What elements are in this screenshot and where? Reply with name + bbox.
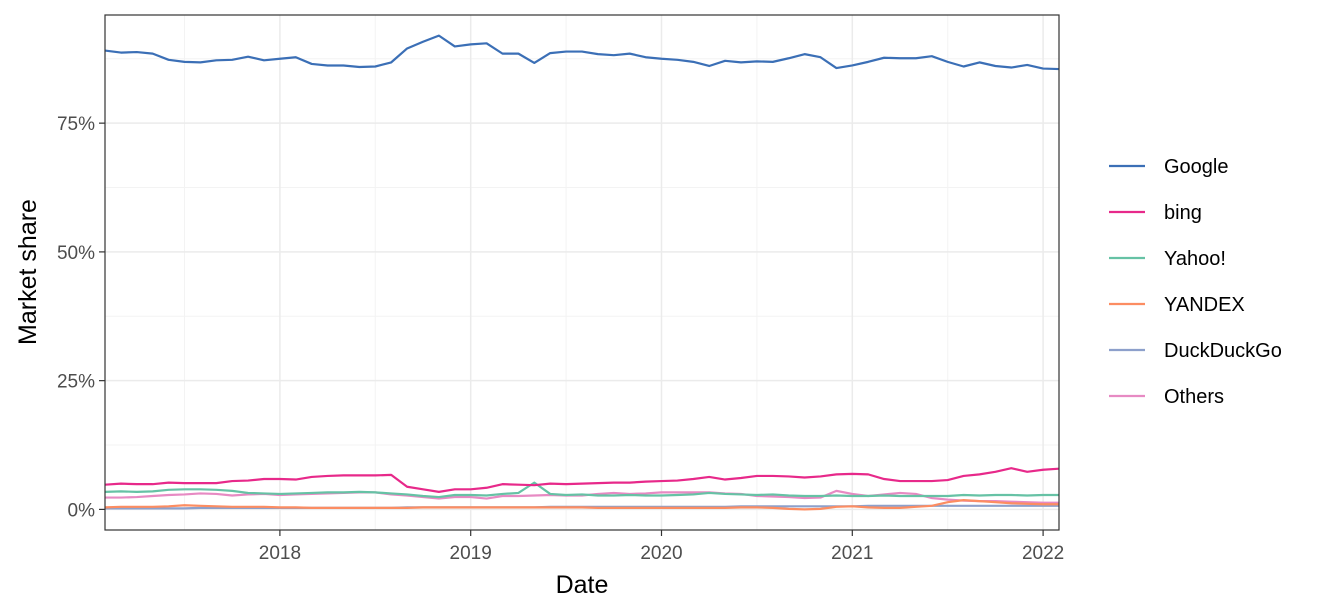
x-tick-label: 2020 [640, 543, 682, 564]
y-axis: 0% 25% 50% 75% [57, 114, 105, 521]
y-axis-title: Market share [14, 199, 42, 345]
y-tick-label: 75% [57, 114, 95, 135]
legend-label-google: Google [1164, 156, 1229, 178]
series-lines [104, 34, 1060, 511]
x-tick-label: 2022 [1022, 543, 1064, 564]
x-tick-label: 2019 [450, 543, 492, 564]
legend: Google bing Yahoo! YANDEX DuckDuckGo Others [1109, 156, 1282, 408]
y-tick-label: 50% [57, 243, 95, 264]
legend-label-yahoo: Yahoo! [1164, 248, 1226, 270]
y-tick-label: 0% [68, 500, 96, 521]
y-tick-label: 25% [57, 372, 95, 393]
x-axis: 2018 2019 2020 2021 2022 [259, 530, 1064, 564]
legend-label-others: Others [1164, 386, 1224, 408]
x-axis-title: Date [556, 571, 609, 599]
series-line-yandex [104, 499, 1059, 511]
legend-label-bing: bing [1164, 202, 1202, 224]
x-tick-label: 2021 [831, 543, 873, 564]
major-gridlines [105, 15, 1059, 530]
legend-label-yandex: YANDEX [1164, 294, 1245, 316]
minor-gridlines [105, 15, 1059, 530]
plot-panel-background [105, 15, 1059, 530]
series-line-google [104, 34, 1060, 71]
legend-label-duckduckgo: DuckDuckGo [1164, 340, 1282, 362]
x-tick-label: 2018 [259, 543, 301, 564]
series-line-yahoo [104, 481, 1059, 499]
plot-panel-border [104, 14, 1060, 531]
series-line-bing [104, 467, 1060, 493]
